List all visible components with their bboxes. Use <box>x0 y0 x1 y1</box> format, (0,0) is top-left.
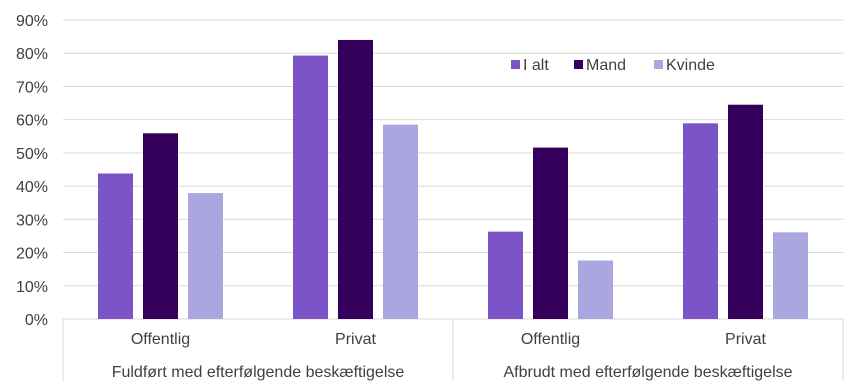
axis-labels: 0% 10% 20% 30% 40% 50% 60% 70% 80% 90% Offentlig Pr… <box>16 13 793 381</box>
bar-kvinde-0 <box>188 193 223 319</box>
y-tick-label: 0% <box>25 312 48 329</box>
y-tick-label: 90% <box>16 13 48 30</box>
category-label: Offentlig <box>131 331 190 348</box>
y-tick-label: 20% <box>16 246 48 263</box>
legend-label: I alt <box>523 57 549 74</box>
category-label: Privat <box>725 331 766 348</box>
bar-kvinde-3 <box>773 232 808 319</box>
legend-swatch <box>574 60 583 69</box>
bar-kvinde-2 <box>578 260 613 319</box>
group-label: Afbrudt med efterfølgende beskæftigelse <box>503 364 792 381</box>
legend-label: Kvinde <box>666 57 715 74</box>
bar-mand-0 <box>143 133 178 319</box>
y-tick-label: 10% <box>16 279 48 296</box>
legend-swatch <box>654 60 663 69</box>
category-label: Privat <box>335 331 376 348</box>
bar-mand-1 <box>338 39 373 319</box>
bar-i-alt-3 <box>683 123 718 320</box>
y-tick-label: 30% <box>16 212 48 229</box>
y-tick-label: 60% <box>16 113 48 130</box>
y-tick-label: 40% <box>16 179 48 196</box>
bar-i-alt-0 <box>98 173 133 319</box>
grid-lines <box>63 19 843 287</box>
bar-i-alt-2 <box>488 231 523 319</box>
legend: I alt Mand Kvinde <box>511 57 715 74</box>
bars <box>98 39 808 320</box>
y-tick-label: 50% <box>16 146 48 163</box>
bar-kvinde-1 <box>383 124 418 320</box>
y-tick-label: 80% <box>16 46 48 63</box>
legend-label: Mand <box>586 57 626 74</box>
legend-swatch <box>511 60 520 69</box>
bar-i-alt-1 <box>293 55 328 319</box>
y-tick-label: 70% <box>16 79 48 96</box>
bar-mand-2 <box>533 147 568 319</box>
bar-mand-3 <box>728 104 763 319</box>
group-label: Fuldført med efterfølgende beskæftigelse <box>112 364 405 381</box>
category-label: Offentlig <box>521 331 580 348</box>
